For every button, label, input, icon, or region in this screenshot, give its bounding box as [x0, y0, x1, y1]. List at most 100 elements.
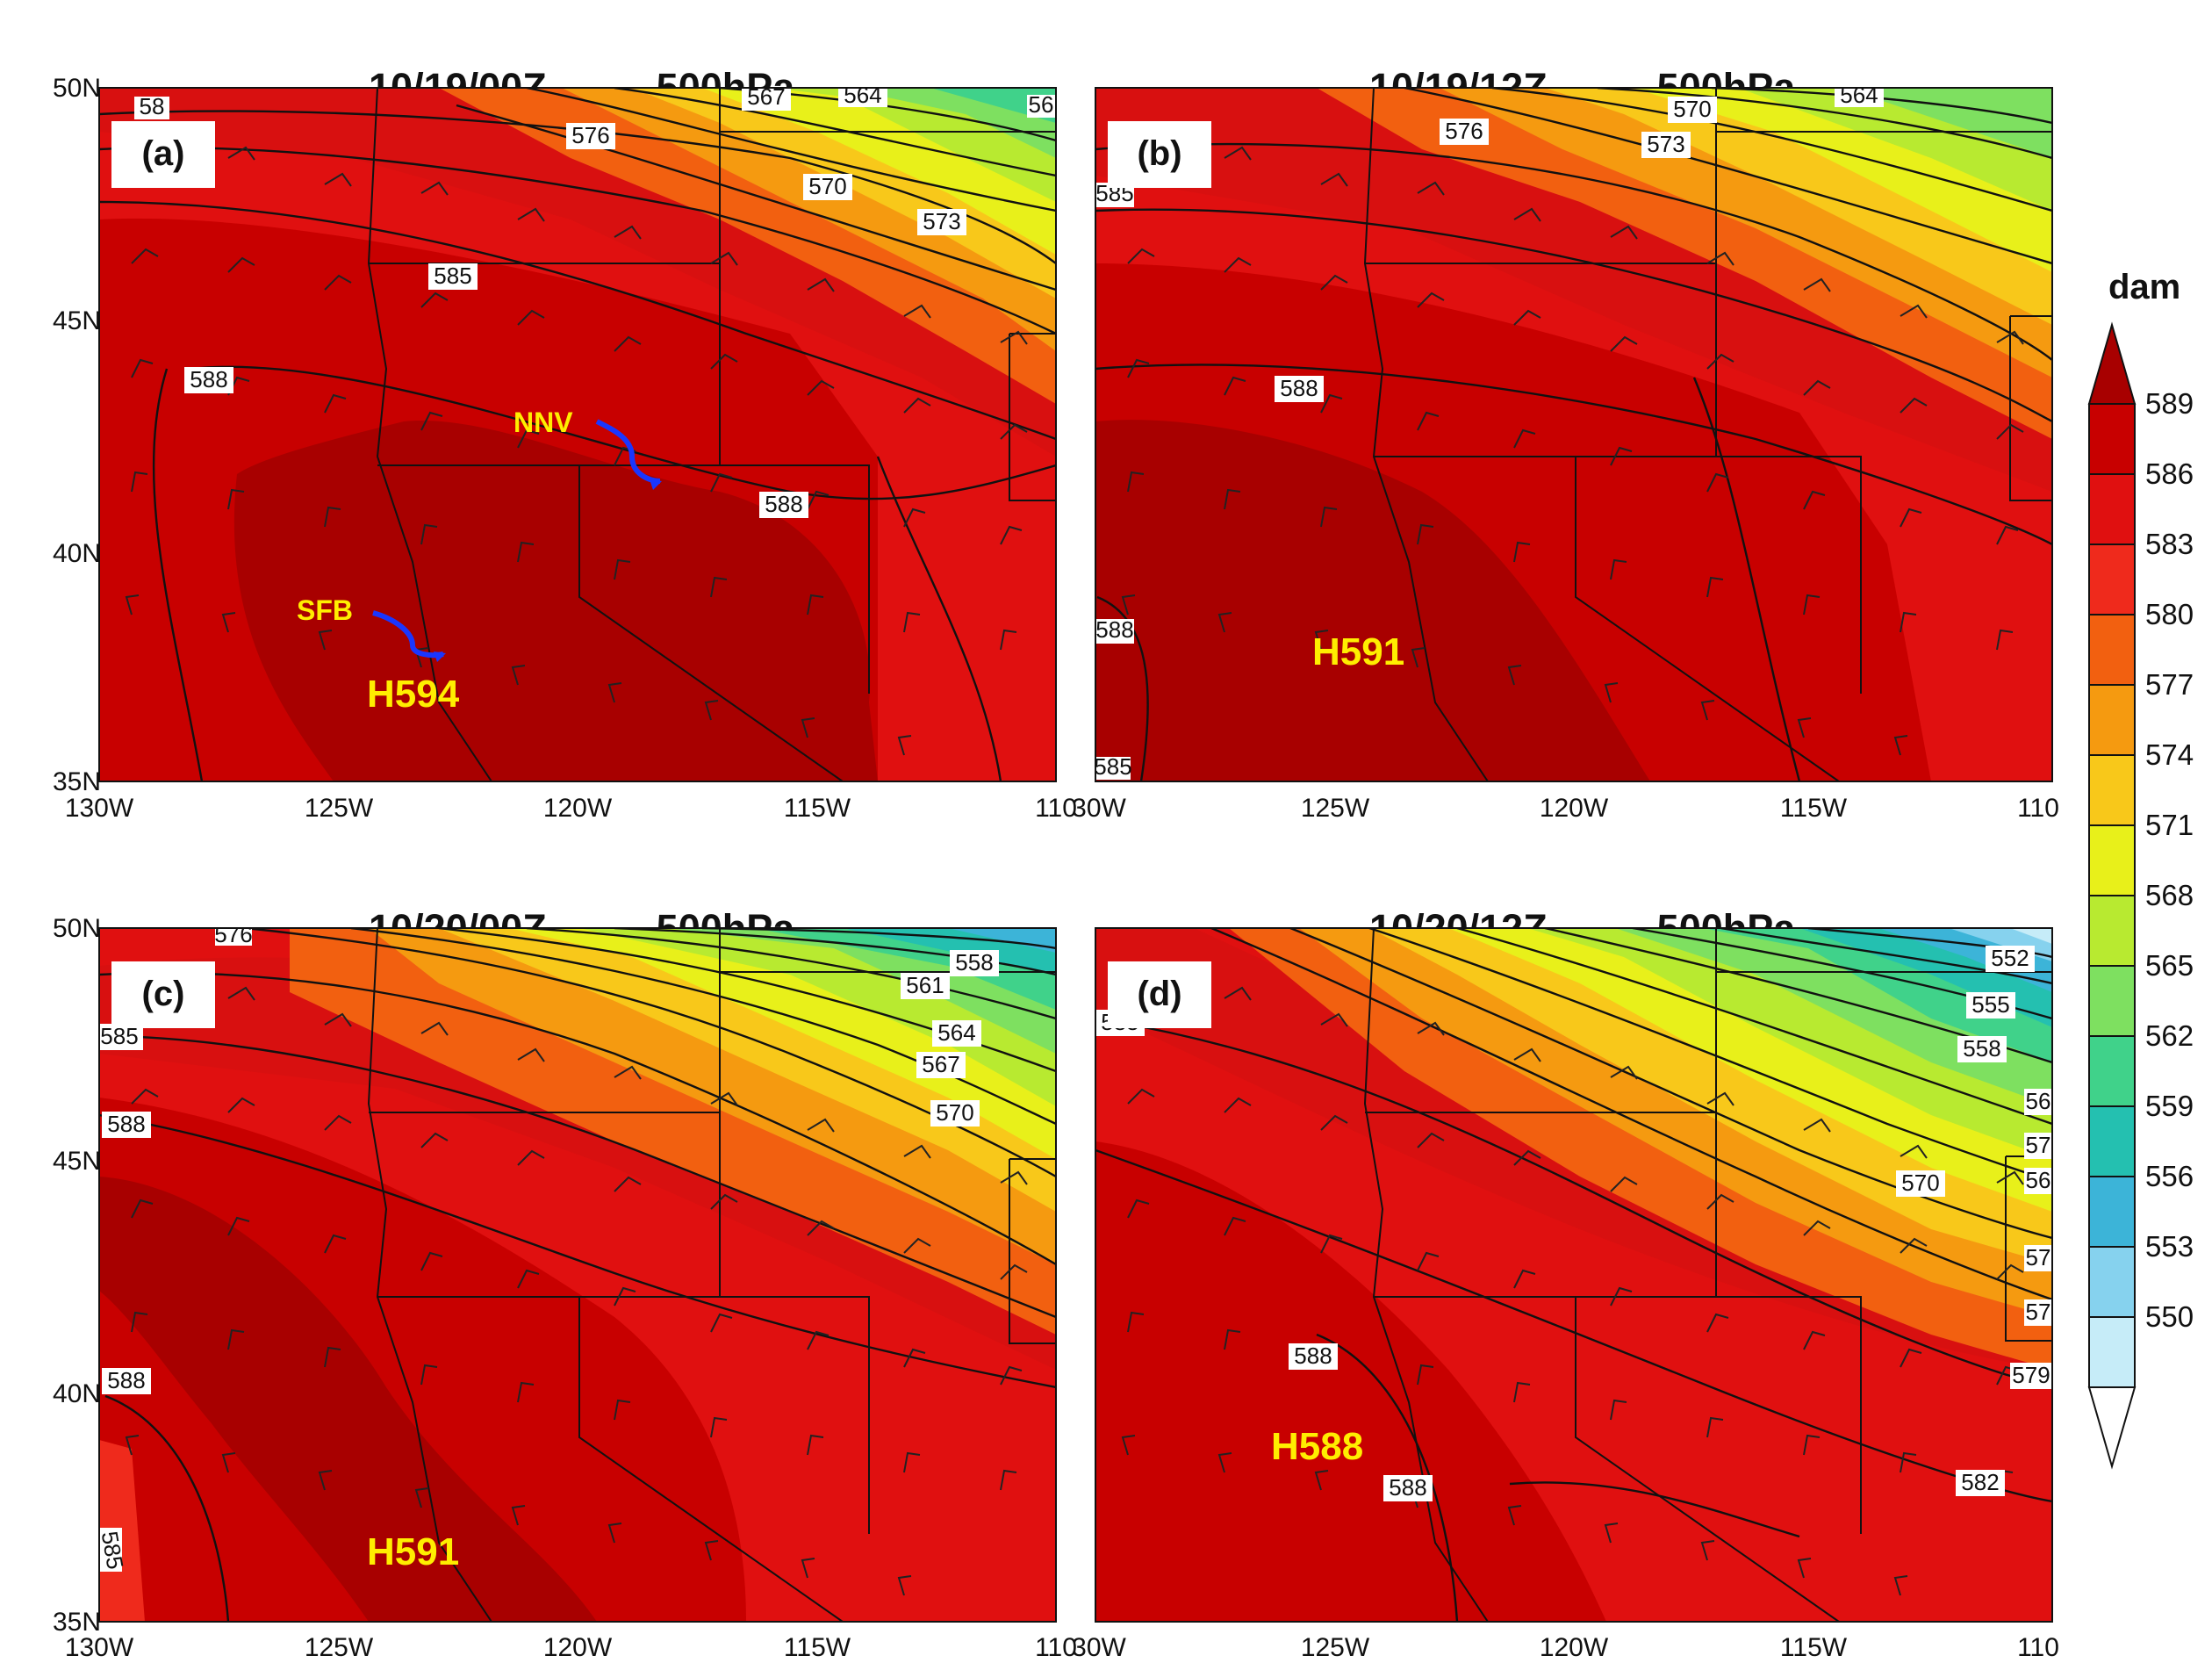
panel-c-lat-ticks: 50N 45N 40N 35N [53, 914, 101, 1637]
svg-text:110: 110 [1035, 1633, 1077, 1662]
panel-a-lat-ticks: 50N 45N 40N 35N [53, 74, 101, 796]
panel-c-map: 585 588 588 558 561 564 567 570 576 585 … [99, 928, 1056, 1622]
svg-text:570: 570 [808, 173, 846, 199]
colorbar-label: 586 [2145, 457, 2194, 490]
contour-label: 588 [184, 366, 233, 393]
svg-text:120W: 120W [1540, 1633, 1609, 1662]
contour-label: 570 [1896, 1170, 1945, 1197]
contour-label: 570 [1668, 96, 1717, 123]
panel-c-high-label: H591 [367, 1530, 459, 1573]
colorbar-swatch [2088, 1316, 2136, 1388]
svg-text:564: 564 [844, 82, 881, 108]
colorbar-bottom-triangle [2087, 1386, 2137, 1470]
contour-label: 588 [1275, 375, 1324, 402]
svg-text:570: 570 [1901, 1170, 1939, 1196]
colorbar-label: 577 [2145, 668, 2194, 701]
svg-text:57: 57 [2026, 1299, 2051, 1325]
contour-label: 570 [803, 173, 852, 200]
panel-d-map: 585 588 588 552 555 558 56 570 57 56 57 … [1095, 928, 2052, 1622]
panel-c-letter: (c) [142, 975, 185, 1013]
colorbar-swatch [2088, 824, 2136, 896]
svg-text:582: 582 [1961, 1469, 1999, 1495]
colorbar-top-triangle [2087, 321, 2137, 405]
contour-label: 57 [2024, 1132, 2052, 1159]
colorbar-swatch [2088, 473, 2136, 545]
contour-label: 588 [102, 1367, 151, 1394]
svg-text:588: 588 [765, 491, 802, 517]
svg-text:110: 110 [2017, 1633, 2059, 1662]
svg-text:56: 56 [2026, 1088, 2051, 1114]
contour-label: 570 [930, 1099, 980, 1127]
colorbar-label: 550 [2145, 1300, 2194, 1333]
panel-c-contour-labels: 585 588 588 558 561 564 567 570 576 585 [99, 928, 999, 1572]
panel-a-map: 576 585 588 588 567 564 570 573 58 56 NN… [99, 82, 1056, 781]
colorbar-swatch [2088, 614, 2136, 686]
svg-text:125W: 125W [305, 1633, 374, 1662]
svg-text:567: 567 [922, 1051, 959, 1077]
contour-label: 588 [1383, 1474, 1433, 1501]
colorbar-swatch [2088, 1035, 2136, 1107]
contour-label: 579 [2010, 1362, 2052, 1389]
contour-label: 582 [1956, 1469, 2005, 1496]
svg-text:588: 588 [1389, 1474, 1426, 1501]
contour-label: 576 [566, 122, 615, 149]
svg-text:588: 588 [1095, 616, 1133, 643]
contour-label: 573 [1641, 131, 1691, 158]
panel-a-letter: (a) [142, 134, 185, 173]
panel-a-contour-labels: 576 585 588 588 567 564 570 573 58 56 [134, 82, 1056, 518]
colorbar-label: 559 [2145, 1090, 2194, 1122]
panel-a-sfb-track [372, 610, 444, 659]
svg-text:40N: 40N [53, 1379, 101, 1408]
svg-text:576: 576 [1445, 118, 1483, 144]
panel-d-high-label: H588 [1271, 1425, 1363, 1468]
svg-text:558: 558 [955, 949, 993, 975]
svg-text:120W: 120W [543, 1633, 613, 1662]
svg-text:58: 58 [140, 93, 165, 119]
panel-a-wind-barbs [125, 137, 1028, 756]
svg-text:30W: 30W [1072, 794, 1126, 823]
panel-a-nnv-track [595, 419, 661, 484]
svg-text:579: 579 [2012, 1362, 2050, 1388]
svg-text:115W: 115W [1780, 1633, 1848, 1662]
colorbar-label: 571 [2145, 809, 2194, 841]
colorbar-label: 556 [2145, 1160, 2194, 1192]
contour-label: 588 [1289, 1342, 1338, 1370]
svg-text:125W: 125W [305, 794, 374, 823]
svg-text:57: 57 [2026, 1132, 2051, 1158]
contour-label: 588 [102, 1111, 151, 1138]
svg-text:588: 588 [107, 1111, 145, 1137]
panel-a-high-label: H594 [367, 673, 460, 716]
svg-text:558: 558 [1963, 1035, 2000, 1062]
colorbar-label: 565 [2145, 949, 2194, 982]
svg-text:130W: 130W [65, 794, 134, 823]
contour-label: 588 [1095, 616, 1134, 644]
contour-label: 567 [742, 83, 791, 111]
panel-c-letter-box [111, 961, 215, 1028]
colorbar-swatches [2087, 321, 2137, 1470]
panel-d-contour-labels: 585 588 588 552 555 558 56 570 57 56 57 … [1095, 945, 2052, 1501]
svg-text:50N: 50N [53, 914, 101, 943]
contour-label: 567 [916, 1051, 966, 1078]
colorbar-swatch [2088, 1246, 2136, 1318]
contour-label: 585 [99, 1528, 129, 1572]
colorbar: dam 589 586 583 580 577 574 571 568 565 562 559 556… [2087, 268, 2194, 1470]
panel-d-letter: (d) [1137, 975, 1181, 1013]
svg-text:588: 588 [1280, 375, 1318, 401]
contour-label: 576 [214, 928, 253, 947]
contour-label: 56 [2024, 1167, 2052, 1194]
svg-text:588: 588 [1294, 1342, 1332, 1369]
colorbar-label: 589 [2145, 387, 2194, 420]
svg-text:567: 567 [747, 83, 785, 110]
colorbar-label: 580 [2145, 598, 2194, 630]
svg-text:120W: 120W [543, 794, 613, 823]
svg-text:552: 552 [1991, 945, 2029, 971]
contour-label: 585 [1095, 753, 1132, 780]
contour-label: 57 [2024, 1299, 2052, 1326]
colorbar-swatch [2088, 895, 2136, 967]
svg-text:35N: 35N [53, 1608, 101, 1637]
svg-text:125W: 125W [1301, 794, 1370, 823]
contour-label: 585 [428, 263, 478, 290]
panel-c: 585 588 588 558 561 564 567 570 576 585 … [53, 914, 1077, 1662]
panel-c-lon-ticks: 130W 125W 120W 115W 110 [65, 1633, 1077, 1662]
colorbar-label: 562 [2145, 1019, 2194, 1052]
